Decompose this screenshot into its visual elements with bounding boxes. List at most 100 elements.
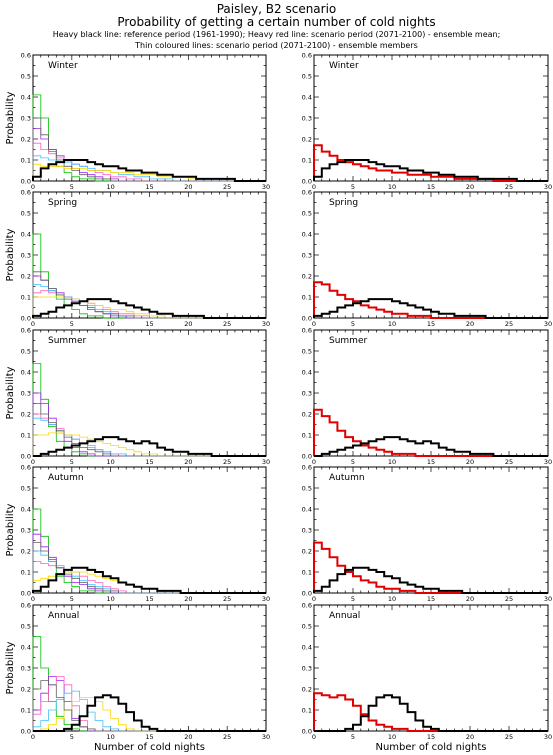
y-tick-label: 0.1 <box>21 569 31 577</box>
x-tick-label: 5 <box>351 733 355 741</box>
x-tick-label: 30 <box>544 183 552 191</box>
x-tick-label: 20 <box>466 733 474 741</box>
x-tick-label: 20 <box>184 183 192 191</box>
legend-text-line2: Thin coloured lines: scenario period (20… <box>135 41 418 50</box>
y-tick-label: 0.2 <box>302 273 312 281</box>
x-tick-label: 30 <box>262 320 270 328</box>
y-tick-label: 0.0 <box>21 178 31 186</box>
y-tick-label: 0.6 <box>302 52 312 60</box>
y-axis-label: Probability <box>5 91 16 144</box>
y-tick-label: 0.0 <box>302 590 312 598</box>
scenario-mean-line <box>313 408 548 457</box>
x-tick-label: 15 <box>145 595 153 603</box>
ensemble-member-line <box>32 508 266 594</box>
x-tick-label: 20 <box>466 595 474 603</box>
y-tick-label: 0.1 <box>302 157 312 165</box>
x-tick-label: 0 <box>31 320 35 328</box>
x-tick-label: 0 <box>31 733 35 741</box>
y-tick-label: 0.3 <box>302 115 312 123</box>
y-tick-label: 0.1 <box>302 707 312 715</box>
x-tick-label: 0 <box>312 183 316 191</box>
x-tick-label: 5 <box>351 183 355 191</box>
y-tick-label: 0.3 <box>21 252 31 260</box>
ensemble-member-line <box>32 542 266 594</box>
x-tick-label: 0 <box>312 320 316 328</box>
y-tick-label: 0.3 <box>302 665 312 673</box>
y-tick-label: 0.1 <box>21 157 31 165</box>
y-tick-label: 0.2 <box>302 136 312 144</box>
ensemble-member-line <box>32 117 266 182</box>
axes-frame <box>313 604 549 732</box>
x-tick-label: 20 <box>184 320 192 328</box>
y-tick-label: 0.0 <box>302 315 312 323</box>
x-tick-label: 30 <box>544 733 552 741</box>
y-tick-label: 0.3 <box>302 527 312 535</box>
season-label: Spring <box>329 198 358 208</box>
x-tick-label: 0 <box>312 733 316 741</box>
x-tick-label: 30 <box>262 595 270 603</box>
x-tick-label: 15 <box>145 733 153 741</box>
legend-text-line1: Heavy black line: reference period (1961… <box>52 30 501 39</box>
panel-summer-members: 0 5 10 15 20 25 30 0.0 0.1 0.2 0.3 0.4 0.5 0.6 Summer P… <box>5 327 270 467</box>
y-tick-label: 0.6 <box>21 464 31 472</box>
y-axis-label: Probability <box>5 228 16 281</box>
x-tick-label: 5 <box>70 320 74 328</box>
y-tick-label: 0.3 <box>302 252 312 260</box>
ensemble-member-line <box>32 636 266 732</box>
y-tick-label: 0.4 <box>302 369 312 377</box>
reference-line <box>32 298 266 319</box>
y-tick-label: 0.1 <box>21 432 31 440</box>
season-label: Winter <box>329 61 359 71</box>
x-tick-label: 15 <box>145 320 153 328</box>
x-tick-label: 20 <box>466 458 474 466</box>
panel-autumn-members: 0 5 10 15 20 25 30 0.0 0.1 0.2 0.3 0.4 0.5 0.6 Autumn P… <box>5 464 270 604</box>
y-tick-label: 0.4 <box>21 506 31 514</box>
x-tick-label: 25 <box>505 733 513 741</box>
x-tick-label: 25 <box>223 320 231 328</box>
y-tick-label: 0.5 <box>302 485 312 493</box>
x-tick-label: 20 <box>184 458 192 466</box>
x-tick-label: 5 <box>70 733 74 741</box>
y-tick-label: 0.5 <box>302 348 312 356</box>
x-tick-label: 5 <box>70 458 74 466</box>
y-tick-label: 0.6 <box>21 189 31 197</box>
y-tick-label: 0.6 <box>302 327 312 335</box>
x-tick-label: 30 <box>262 733 270 741</box>
x-tick-label: 10 <box>388 595 396 603</box>
chart-subtitle: Probability of getting a certain number … <box>117 15 436 29</box>
x-tick-label: 5 <box>351 595 355 603</box>
y-tick-label: 0.2 <box>21 548 31 556</box>
reference-line <box>314 436 548 457</box>
y-tick-label: 0.2 <box>21 136 31 144</box>
reference-line <box>33 436 266 457</box>
ensemble-member-line <box>32 392 266 457</box>
reference-line <box>314 694 548 732</box>
ensemble-member-line <box>32 676 266 732</box>
y-tick-label: 0.6 <box>21 327 31 335</box>
y-tick-label: 0.5 <box>21 210 31 218</box>
x-tick-label: 10 <box>388 320 396 328</box>
reference-line <box>313 566 548 594</box>
season-label: Annual <box>48 611 79 621</box>
x-tick-label: 10 <box>388 183 396 191</box>
y-tick-label: 0.3 <box>21 390 31 398</box>
x-tick-label: 5 <box>351 458 355 466</box>
y-tick-label: 0.5 <box>302 73 312 81</box>
x-tick-label: 10 <box>107 320 115 328</box>
y-tick-label: 0.6 <box>21 602 31 610</box>
x-tick-label: 0 <box>312 458 316 466</box>
y-tick-label: 0.2 <box>302 411 312 419</box>
y-tick-label: 0.3 <box>302 390 312 398</box>
y-tick-label: 0.1 <box>21 707 31 715</box>
x-tick-label: 5 <box>70 183 74 191</box>
x-axis-label: Number of cold nights <box>94 742 205 753</box>
y-tick-label: 0.4 <box>302 231 312 239</box>
x-tick-label: 30 <box>544 595 552 603</box>
y-tick-label: 0.0 <box>302 453 312 461</box>
axes-frame <box>32 604 267 732</box>
x-tick-label: 15 <box>145 183 153 191</box>
season-label: Summer <box>329 336 367 346</box>
x-tick-label: 5 <box>351 320 355 328</box>
x-tick-label: 30 <box>262 183 270 191</box>
ensemble-member-line <box>32 284 266 319</box>
